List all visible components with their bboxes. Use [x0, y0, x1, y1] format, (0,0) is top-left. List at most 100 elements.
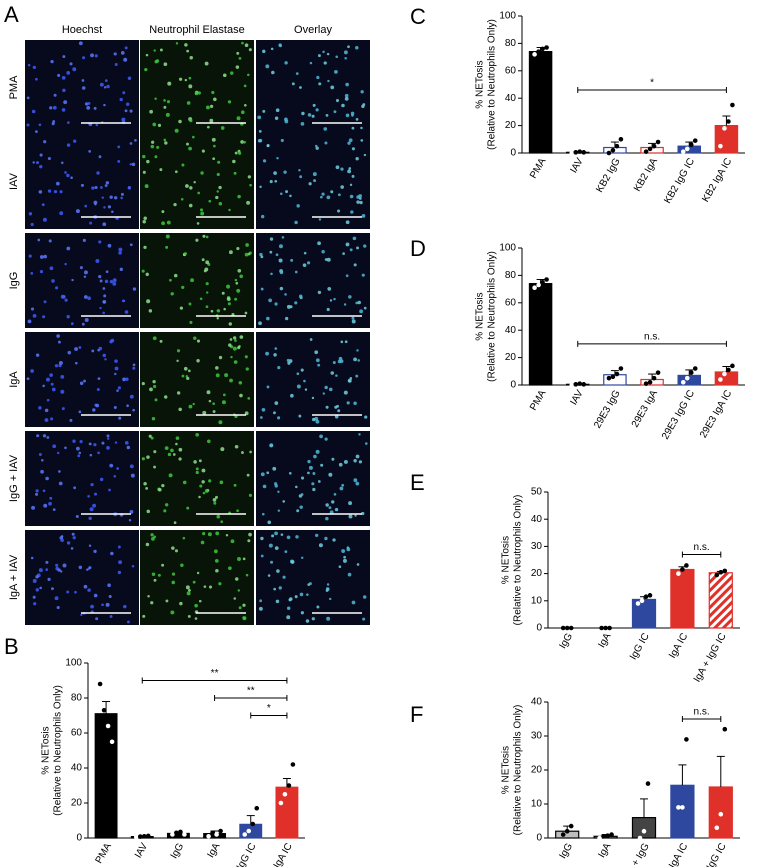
cell: [185, 184, 189, 188]
cell: [260, 255, 264, 259]
cell: [79, 381, 84, 386]
cell: [194, 91, 199, 96]
micrograph: [140, 134, 254, 229]
cell: [78, 346, 82, 349]
cell: [30, 307, 35, 311]
cell: [220, 126, 225, 130]
cell: [62, 55, 66, 59]
cell: [192, 402, 195, 406]
cell: [144, 67, 148, 72]
cell: [363, 244, 367, 248]
cell: [161, 221, 165, 226]
cell: [130, 473, 135, 478]
cell: [101, 603, 104, 607]
cell: [186, 142, 189, 146]
cell: [198, 599, 202, 603]
cell: [183, 252, 187, 256]
cell: [113, 52, 117, 56]
cell: [300, 476, 305, 480]
cell: [36, 434, 40, 438]
cell: [181, 285, 185, 289]
cell: [56, 605, 60, 610]
cell: [114, 359, 118, 363]
cell: [317, 290, 322, 295]
cell: [39, 270, 44, 274]
bar: [94, 713, 118, 839]
cell: [95, 123, 99, 127]
cell: [208, 585, 213, 589]
data-point: [218, 828, 223, 834]
panel-letter: A: [4, 2, 19, 27]
x-tick-label: IgG IC: [235, 841, 259, 867]
cell: [278, 43, 282, 47]
cell: [98, 275, 102, 279]
x-tick-label: KB2 IgG IC: [662, 156, 697, 205]
cell: [78, 410, 82, 414]
cell: [328, 472, 333, 477]
cell: [35, 353, 40, 357]
cell: [47, 156, 51, 161]
data-point: [722, 726, 728, 732]
cell: [260, 554, 264, 558]
cell: [234, 339, 237, 342]
cell: [343, 555, 346, 559]
cell: [326, 307, 330, 312]
cell: [122, 299, 126, 303]
cell: [283, 170, 287, 174]
cell: [165, 599, 169, 603]
cell: [327, 79, 330, 83]
cell: [331, 500, 335, 504]
cell: [200, 171, 204, 175]
data-point: [614, 143, 620, 149]
cell: [66, 173, 70, 178]
cell: [268, 543, 273, 548]
cell: [142, 614, 146, 618]
cell: [107, 437, 110, 440]
cell: [312, 103, 316, 107]
cell: [315, 449, 320, 454]
cell: [64, 262, 67, 266]
cell: [146, 299, 151, 304]
cell: [237, 346, 241, 350]
cell: [202, 234, 206, 238]
cell: [114, 63, 118, 67]
cell: [316, 75, 320, 80]
cell: [64, 171, 67, 174]
cell: [96, 388, 100, 391]
cell: [60, 389, 65, 394]
cell: [351, 600, 356, 605]
cell: [165, 112, 170, 117]
cell: [345, 274, 349, 278]
cell: [289, 597, 293, 601]
data-point: [610, 374, 616, 380]
cell: [151, 572, 156, 576]
cell: [73, 486, 77, 490]
cell: [325, 503, 329, 507]
cell: [337, 209, 341, 213]
y-tick-label: 60: [505, 297, 517, 308]
cell: [257, 115, 262, 120]
data-point: [637, 835, 643, 841]
cell: [209, 118, 214, 123]
cell: [156, 145, 160, 149]
cell: [328, 597, 332, 601]
cell: [300, 368, 304, 372]
cell: [66, 315, 70, 319]
cell: [286, 358, 290, 362]
cell: [237, 557, 241, 562]
cell: [53, 190, 58, 194]
cell: [181, 163, 185, 167]
column-header: Overlay: [294, 24, 332, 36]
cell: [356, 349, 359, 352]
bar: [528, 51, 553, 154]
cell: [27, 319, 32, 324]
cell: [193, 460, 197, 464]
cell: [174, 128, 179, 133]
data-point: [714, 572, 720, 578]
cell: [343, 459, 348, 464]
cell: [325, 113, 329, 117]
cell: [169, 278, 172, 282]
cell: [111, 210, 114, 214]
cell: [315, 533, 319, 538]
cell: [32, 161, 35, 164]
